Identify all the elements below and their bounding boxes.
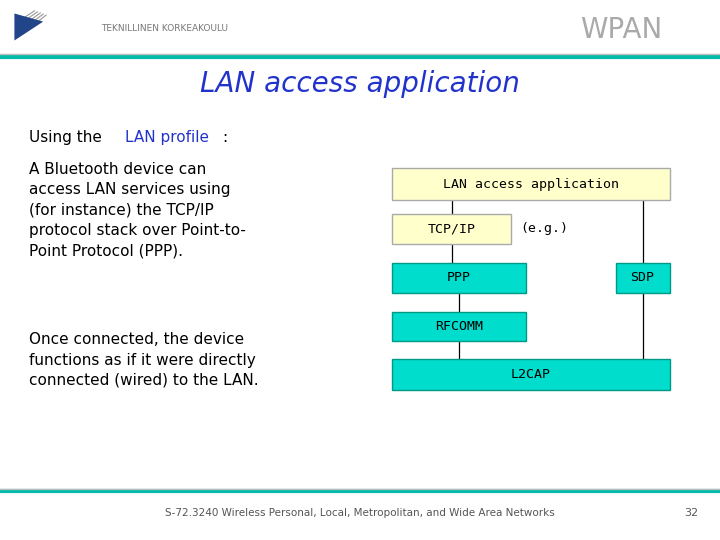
- Text: :: :: [222, 130, 227, 145]
- Text: WPAN: WPAN: [580, 16, 662, 44]
- Polygon shape: [14, 14, 43, 40]
- Text: Once connected, the device
functions as if it were directly
connected (wired) to: Once connected, the device functions as …: [29, 332, 258, 388]
- Text: S-72.3240 Wireless Personal, Local, Metropolitan, and Wide Area Networks: S-72.3240 Wireless Personal, Local, Metr…: [165, 508, 555, 518]
- Text: (e.g.): (e.g.): [520, 222, 568, 235]
- FancyBboxPatch shape: [616, 263, 670, 293]
- Text: TEKNILLINEN KORKEAKOULU: TEKNILLINEN KORKEAKOULU: [101, 24, 228, 32]
- Text: L2CAP: L2CAP: [511, 368, 551, 381]
- FancyBboxPatch shape: [392, 312, 526, 341]
- Text: 32: 32: [684, 508, 698, 518]
- Text: RFCOMM: RFCOMM: [435, 320, 483, 333]
- FancyBboxPatch shape: [392, 263, 526, 293]
- Text: A Bluetooth device can
access LAN services using
(for instance) the TCP/IP
proto: A Bluetooth device can access LAN servic…: [29, 162, 246, 259]
- Text: SDP: SDP: [631, 271, 654, 285]
- FancyBboxPatch shape: [392, 359, 670, 390]
- Text: Using the: Using the: [29, 130, 107, 145]
- Text: LAN profile: LAN profile: [125, 130, 209, 145]
- Text: TCP/IP: TCP/IP: [428, 222, 476, 236]
- Text: LAN access application: LAN access application: [200, 70, 520, 98]
- Text: PPP: PPP: [447, 271, 471, 285]
- FancyBboxPatch shape: [392, 168, 670, 200]
- FancyBboxPatch shape: [392, 214, 511, 244]
- Text: LAN access application: LAN access application: [443, 178, 619, 191]
